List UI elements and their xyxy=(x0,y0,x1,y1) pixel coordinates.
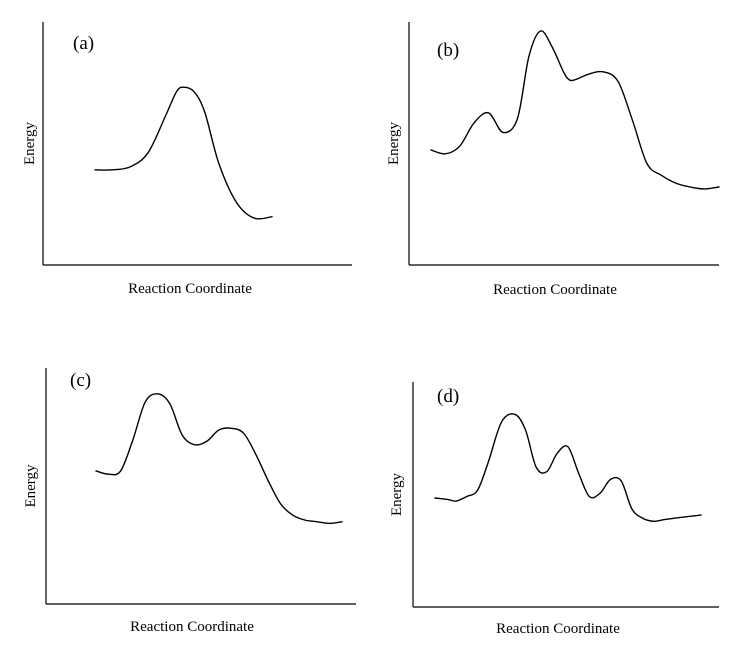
y-axis-label: Energy xyxy=(22,121,38,165)
y-axis-label: Energy xyxy=(386,121,402,165)
x-axis-label: Reaction Coordinate xyxy=(128,281,252,297)
energy-profile-curve xyxy=(95,393,343,525)
panel-label: (c) xyxy=(70,370,91,391)
panel-a: (a) Energy Reaction Coordinate xyxy=(22,22,352,297)
panel-d: (d) Energy Reaction Coordinate xyxy=(389,382,719,637)
panel-b: (b) Energy Reaction Coordinate xyxy=(386,22,720,298)
x-axis-label: Reaction Coordinate xyxy=(496,621,620,637)
energy-profile-curve xyxy=(434,413,702,522)
y-axis-label: Energy xyxy=(23,464,39,508)
y-axis-label: Energy xyxy=(389,472,405,516)
x-axis-label: Reaction Coordinate xyxy=(493,282,617,298)
x-axis-label: Reaction Coordinate xyxy=(130,619,254,635)
energy-profile-curve xyxy=(94,86,273,220)
energy-profile-curve xyxy=(430,30,720,190)
panel-c: (c) Energy Reaction Coordinate xyxy=(23,368,356,635)
panel-label: (d) xyxy=(437,386,459,407)
panel-label: (a) xyxy=(73,33,94,54)
panel-label: (b) xyxy=(437,40,459,61)
